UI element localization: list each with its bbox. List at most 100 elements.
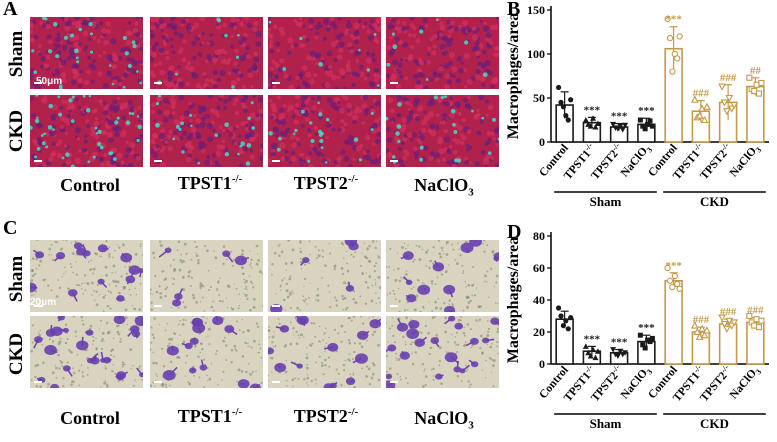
data-point bbox=[555, 84, 562, 91]
data-point bbox=[720, 99, 729, 107]
data-point bbox=[730, 101, 739, 110]
row-label-ckd-a: CKD bbox=[6, 109, 27, 153]
data-point bbox=[647, 339, 653, 345]
data-point bbox=[565, 117, 571, 123]
data-point bbox=[587, 353, 594, 359]
row-label-sham-c: Sham bbox=[6, 255, 27, 303]
data-point bbox=[671, 272, 678, 280]
data-point bbox=[698, 324, 707, 332]
significance-mark: *** bbox=[584, 333, 601, 345]
data-point bbox=[642, 126, 648, 132]
col-label-tpst1-a: TPST1-/- bbox=[177, 173, 243, 193]
group-label-ckd: CKD bbox=[700, 194, 729, 209]
crystal-violet-micrograph-ckd-1 bbox=[150, 316, 263, 388]
significance-mark: *** bbox=[611, 111, 628, 123]
scale-bar-label-a: 50μm bbox=[36, 76, 63, 87]
bar-chart-b: Macrophages/area050100150Control***TPST1… bbox=[505, 3, 769, 209]
panel-letter-c: C bbox=[3, 217, 18, 239]
data-point bbox=[676, 285, 683, 292]
data-point bbox=[664, 15, 671, 22]
data-point bbox=[637, 117, 643, 123]
crystal-violet-micrograph-sham-0 bbox=[30, 240, 143, 312]
col-label-tpst2-c: TPST2-/- bbox=[293, 406, 359, 426]
significance-mark: ### bbox=[747, 305, 764, 317]
fluorescence-micrograph-ckd-0 bbox=[30, 95, 143, 167]
data-point bbox=[637, 332, 643, 338]
significance-mark: ## bbox=[750, 65, 762, 77]
y-tick-label: 0 bbox=[539, 357, 545, 371]
data-point bbox=[666, 35, 674, 42]
fluorescence-micrograph-sham-0 bbox=[30, 17, 143, 89]
data-point bbox=[619, 127, 626, 133]
data-point bbox=[640, 342, 646, 348]
data-point bbox=[720, 320, 729, 329]
fluorescence-micrograph-sham-2 bbox=[268, 17, 381, 89]
data-point bbox=[666, 277, 674, 284]
y-tick-label: 50 bbox=[533, 91, 545, 105]
fluorescence-micrograph-sham-1 bbox=[150, 17, 263, 89]
data-point bbox=[669, 68, 676, 75]
y-tick-label: 0 bbox=[539, 135, 545, 149]
data-point bbox=[649, 335, 655, 341]
data-point bbox=[640, 123, 646, 129]
data-point bbox=[746, 74, 753, 81]
crystal-violet-micrograph-ckd-0 bbox=[30, 316, 143, 388]
data-point bbox=[610, 347, 617, 353]
y-tick-label: 100 bbox=[527, 47, 545, 61]
data-point bbox=[560, 323, 567, 329]
data-point bbox=[690, 321, 699, 329]
significance-mark: *** bbox=[638, 322, 655, 334]
data-point bbox=[582, 343, 589, 349]
significance-mark: ### bbox=[720, 72, 737, 84]
scale-bar-label-c: 20μm bbox=[30, 297, 57, 308]
data-point bbox=[758, 317, 765, 324]
data-point bbox=[751, 87, 758, 95]
col-label-control-c: Control bbox=[60, 408, 120, 428]
data-point bbox=[722, 108, 731, 116]
data-point bbox=[755, 324, 763, 331]
data-point bbox=[587, 123, 594, 129]
data-point bbox=[669, 284, 676, 291]
data-point bbox=[664, 264, 671, 272]
data-point bbox=[614, 126, 621, 132]
row-label-ckd-c: CKD bbox=[6, 332, 27, 376]
data-point bbox=[674, 55, 681, 62]
bar-chart-d: Macrophages/area020406080Control***TPST1… bbox=[505, 229, 769, 431]
crystal-violet-micrograph-ckd-2 bbox=[268, 316, 381, 388]
data-point bbox=[568, 97, 574, 103]
data-point bbox=[702, 326, 711, 334]
data-point bbox=[585, 349, 592, 356]
significance-mark: *** bbox=[584, 104, 601, 116]
col-label-naclo3-c: NaClO3 bbox=[414, 408, 474, 432]
data-point bbox=[594, 348, 601, 354]
fluorescence-micrograph-sham-3 bbox=[386, 17, 499, 89]
data-point bbox=[617, 123, 624, 130]
significance-mark: *** bbox=[611, 337, 628, 349]
col-label-naclo3-a: NaClO3 bbox=[414, 175, 474, 199]
data-point bbox=[560, 104, 567, 110]
data-point bbox=[755, 90, 763, 97]
data-point bbox=[592, 124, 599, 130]
y-tick-label: 20 bbox=[533, 325, 545, 339]
fluorescence-micrograph-ckd-2 bbox=[268, 95, 381, 167]
data-point bbox=[622, 122, 629, 129]
data-point bbox=[702, 102, 711, 110]
data-point bbox=[758, 79, 765, 87]
x-tick-label: NaClO3 bbox=[728, 142, 763, 180]
group-label-sham: Sham bbox=[590, 416, 622, 431]
data-point bbox=[753, 81, 760, 88]
significance-mark: *** bbox=[665, 14, 682, 26]
data-point bbox=[614, 353, 621, 359]
y-tick-label: 40 bbox=[533, 293, 545, 307]
significance-mark: *** bbox=[638, 105, 655, 117]
data-point bbox=[722, 325, 731, 333]
significance-mark: ### bbox=[720, 306, 737, 318]
col-label-tpst2-a: TPST2-/- bbox=[293, 173, 359, 193]
data-point bbox=[558, 99, 564, 105]
data-point bbox=[555, 305, 562, 311]
data-point bbox=[565, 326, 571, 332]
data-point bbox=[746, 312, 753, 320]
col-label-control-a: Control bbox=[60, 175, 120, 195]
data-point bbox=[690, 95, 699, 103]
group-label-ckd: CKD bbox=[700, 416, 729, 431]
